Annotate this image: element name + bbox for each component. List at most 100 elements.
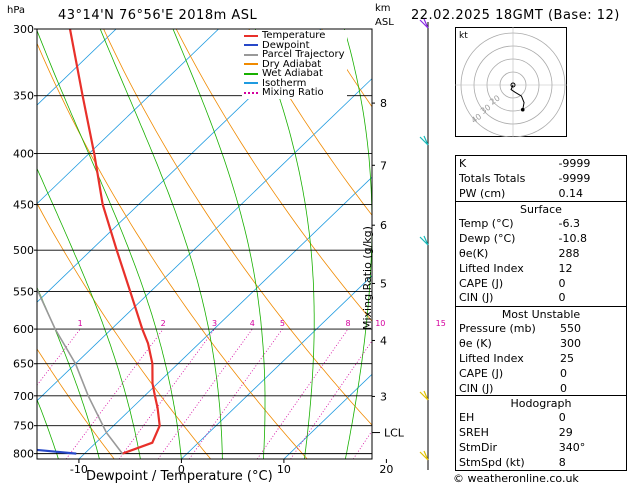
legend-label: Parcel Trajectory: [262, 49, 345, 61]
most-unstable-box: Most Unstable Pressure (mb) 550 θe (K) 300 L…: [455, 306, 627, 396]
mixing-ratio-axis-label: Mixing Ratio (g/kg): [361, 226, 374, 330]
profile-lines: [37, 29, 161, 455]
info-row: SREH 29: [456, 426, 626, 441]
dry-adiabat-line: [37, 348, 115, 459]
skew-t-chart: 300350400450500550600650700750800-40-30-…: [0, 18, 455, 476]
isotherm-line: [0, 29, 14, 459]
series-parcel-trajectory: [37, 287, 124, 455]
wind-barb-icon: [419, 390, 429, 401]
pressure-tick-label: 550: [13, 285, 34, 298]
mixing-ratio-label: 3: [212, 319, 217, 328]
x-axis-label: Dewpoint / Temperature (°C): [86, 469, 273, 484]
plot-border: [36, 28, 373, 460]
info-value: -9999: [558, 172, 591, 186]
info-value: -9999: [558, 157, 591, 171]
km-tick-label: 3: [380, 390, 387, 403]
asl-label: ASL: [375, 17, 394, 28]
datetime-label: 22.02.2025 18GMT (Base: 12): [411, 8, 620, 23]
pressure-tick-label: 450: [13, 199, 34, 212]
surface-title: Surface: [520, 203, 562, 216]
info-label: EH: [459, 411, 475, 425]
info-label: Dewp (°C): [459, 232, 516, 246]
copyright-label: © weatheronline.co.uk: [453, 472, 579, 485]
mixing-ratio-line: [399, 329, 455, 459]
legend-label: Dewpoint: [262, 39, 310, 51]
legend-swatch: [244, 53, 258, 56]
mixing-ratio-line: [118, 328, 215, 459]
mixing-ratio-label: 5: [280, 319, 285, 328]
dry-adiabat-line: [37, 202, 212, 459]
temperature-tick-label: 0: [178, 463, 185, 476]
info-row: Dewp (°C) -10.8: [456, 232, 626, 247]
info-row: Pressure (mb) 550: [456, 322, 626, 337]
pressure-tick-label: 650: [13, 358, 34, 371]
isotherm-line: [37, 29, 117, 106]
wet-adiabat-line: [427, 29, 455, 459]
isotherm-line: [386, 29, 455, 459]
mixing-ratio-label: 1: [78, 319, 83, 328]
series-temperature: [68, 29, 161, 455]
info-row: PW (cm) 0.14: [456, 187, 626, 202]
legend-label: Temperature: [262, 30, 326, 42]
hodograph-trace: [510, 84, 525, 110]
legend-label: Mixing Ratio: [262, 87, 324, 99]
legend-label: Wet Adiabat: [262, 68, 323, 80]
info-value: 288: [558, 246, 580, 260]
legend-swatch: [244, 91, 258, 94]
info-row: θe (K) 300: [456, 337, 626, 352]
mixing-ratio-line: [290, 340, 372, 459]
legend-item: Dry Adiabat: [244, 58, 345, 70]
wind-barb-icon: [419, 235, 429, 246]
wet-adiabat-line: [386, 29, 440, 459]
mixing-ratio-line: [188, 328, 283, 459]
isotherm-line: [37, 29, 322, 303]
info-row: Temp (°C) -6.3: [456, 217, 626, 232]
info-label: CAPE (J): [459, 276, 504, 290]
mixing-ratio-label: 10: [375, 319, 385, 328]
km-tick-label: 6: [380, 219, 387, 232]
legend-swatch: [244, 72, 258, 75]
mixing-ratio-label: 2: [161, 319, 166, 328]
info-value: 12: [558, 261, 573, 275]
hodograph-unit-label: kt: [459, 31, 468, 41]
isotherm-line: [181, 275, 372, 459]
mixing-ratio-label: 15: [436, 319, 446, 328]
dry-adiabat-line: [103, 29, 372, 426]
wind-barb-icon: [419, 135, 429, 146]
info-value: 0: [558, 411, 566, 425]
isotherm-line: [37, 29, 219, 205]
pressure-tick-label: 750: [13, 420, 34, 433]
info-label: CIN (J): [459, 291, 494, 305]
legend-swatch: [244, 63, 258, 66]
mixing-ratio-line: [436, 329, 455, 459]
info-label: Pressure (mb): [459, 322, 536, 336]
pressure-tick-label: 350: [13, 90, 34, 103]
legend-label: Isotherm: [262, 77, 307, 89]
info-row: Lifted Index 25: [456, 352, 626, 367]
info-value: 0.14: [558, 186, 583, 200]
chart-frame: [36, 28, 373, 460]
info-value: 25: [559, 351, 574, 365]
temperature-tick-label: 10: [277, 463, 291, 476]
info-value: 0: [559, 366, 567, 380]
hodograph-box: Hodograph EH 0 SREH 29 StmDir 340° StmSpd (kt)…: [455, 395, 627, 471]
info-value: -6.3: [558, 217, 581, 231]
legend-item: Parcel Trajectory: [244, 49, 345, 61]
wet-adiabat-line: [172, 29, 266, 459]
info-row: CIN (J) 0: [456, 291, 626, 306]
location-title: 43°14'N 76°56'E 2018m ASL: [58, 8, 258, 23]
km-label: km: [375, 3, 391, 14]
km-tick-label: 8: [380, 97, 387, 110]
legend-swatch: [244, 82, 258, 85]
info-value: 340°: [558, 440, 586, 454]
wet-adiabat-line: [37, 29, 182, 459]
pressure-tick-label: 300: [13, 23, 34, 36]
pressure-tick-label: 400: [13, 148, 34, 161]
info-label: K: [459, 157, 467, 171]
wind-barb-icon: [419, 18, 429, 29]
pressure-tick-label: 600: [13, 323, 34, 336]
legend-label: Dry Adiabat: [262, 58, 322, 70]
info-row: Lifted Index 12: [456, 261, 626, 276]
info-value: 29: [558, 426, 573, 440]
